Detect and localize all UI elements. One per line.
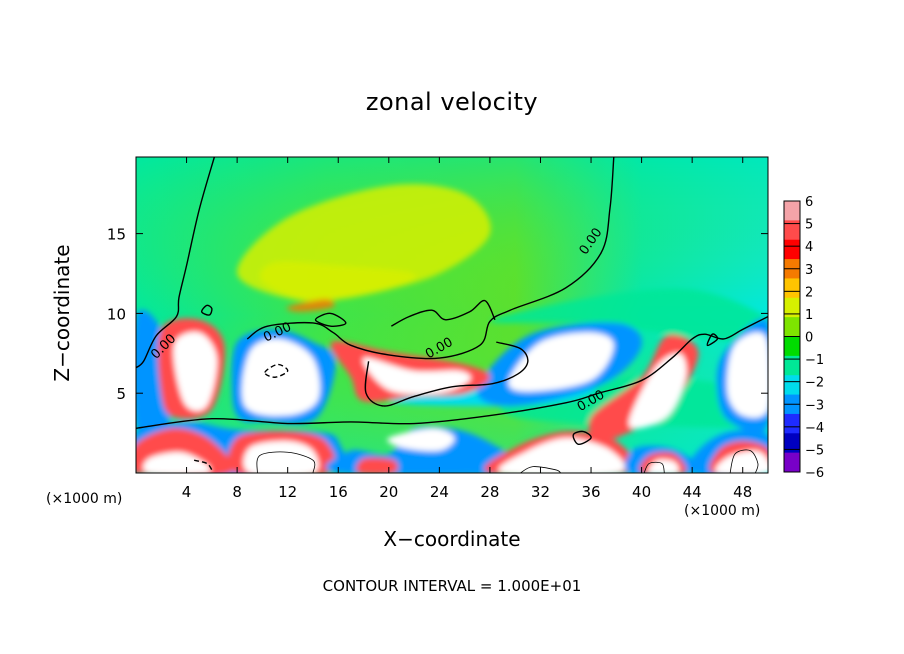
plot-frame xyxy=(135,156,769,474)
contour-line-6 xyxy=(136,315,768,430)
x-tick-label: 8 xyxy=(232,483,242,501)
colorbar-label: −5 xyxy=(805,443,824,458)
contour-interval-note: CONTOUR INTERVAL = 1.000E+01 xyxy=(322,577,582,595)
x-tick-label: 28 xyxy=(480,483,499,501)
colorbar-label: −4 xyxy=(805,421,824,436)
color-region-16 xyxy=(241,338,320,416)
x-unit-right: (×1000 m) xyxy=(684,503,761,519)
colorbar-label: −2 xyxy=(805,376,824,391)
color-region-1 xyxy=(259,261,417,301)
colorbar-swatch xyxy=(784,413,800,434)
contour-line-10 xyxy=(193,459,213,471)
contour-line-1 xyxy=(246,157,615,360)
x-tick-label: 40 xyxy=(632,483,651,501)
contour-line-0 xyxy=(136,157,216,369)
contour-line-13 xyxy=(643,461,665,473)
color-region-7 xyxy=(508,332,614,392)
x-axis-label: X−coordinate xyxy=(383,527,521,551)
contour-line-3 xyxy=(390,299,496,327)
x-tick-label: 36 xyxy=(581,483,600,501)
color-region-28 xyxy=(498,437,625,473)
x-tick-label: 16 xyxy=(329,483,348,501)
contour-line-14 xyxy=(729,449,759,473)
colorbar-label: −3 xyxy=(805,398,824,413)
contour-line-7 xyxy=(572,430,592,445)
colorbar-label: −1 xyxy=(805,353,824,368)
colorbar-swatch xyxy=(784,452,800,473)
color-region-23 xyxy=(143,452,211,473)
colorbar-swatch xyxy=(784,239,800,260)
colorbar-label: 2 xyxy=(805,285,813,300)
color-region-25 xyxy=(356,457,398,473)
colorbar-swatch xyxy=(784,220,800,241)
contour-line-8 xyxy=(706,333,719,347)
colorbar-label: −6 xyxy=(805,466,824,481)
y-tick-label: 15 xyxy=(107,226,126,244)
colorbar-label: 5 xyxy=(805,218,813,233)
y-axis-label: Z−coordinate xyxy=(50,244,74,382)
colorbar: 6 5 4 3 2 1 0 −1 −2 −3 −4 −5 −6 xyxy=(783,195,824,481)
colorbar-label: 0 xyxy=(805,331,813,346)
y-tick-label: 10 xyxy=(107,305,126,323)
color-region-18 xyxy=(362,357,471,395)
color-region-2 xyxy=(286,299,335,312)
x-tick-label: 32 xyxy=(531,483,550,501)
x-tick-label: 20 xyxy=(379,483,398,501)
contour-line-2 xyxy=(364,341,529,407)
color-region-22 xyxy=(243,440,319,473)
color-region-3 xyxy=(489,288,768,343)
x-tick-label: 24 xyxy=(430,483,449,501)
colorbar-label: 6 xyxy=(805,195,813,210)
x-unit-left: (×1000 m) xyxy=(46,491,123,507)
color-region-9 xyxy=(628,353,687,429)
x-tick-label: 12 xyxy=(278,483,297,501)
colorbar-swatch xyxy=(784,278,800,299)
colorbar-label: 1 xyxy=(805,308,813,323)
colorbar-label: 3 xyxy=(805,263,813,278)
colorbar-swatch xyxy=(784,201,800,221)
colorbar-swatch xyxy=(784,297,800,318)
x-tick-label: 4 xyxy=(182,483,192,501)
colorbar-swatch xyxy=(784,355,800,376)
contour-line-11 xyxy=(256,451,316,473)
chart-title: zonal velocity xyxy=(365,88,539,116)
color-region-11 xyxy=(726,332,768,418)
color-region-26 xyxy=(387,428,455,452)
colorbar-swatch xyxy=(784,433,800,454)
y-tick-label: 5 xyxy=(116,385,126,403)
contour-line-5 xyxy=(201,304,213,316)
contour-line-4 xyxy=(314,312,347,327)
colorbar-swatch xyxy=(784,336,800,357)
contour-line-12 xyxy=(520,466,561,473)
colorbar-label: 4 xyxy=(805,240,813,255)
colorbar-swatch xyxy=(784,375,800,396)
x-tick-label: 48 xyxy=(733,483,752,501)
contour-line-9 xyxy=(264,363,289,378)
color-region-14 xyxy=(173,331,218,412)
x-tick-label: 44 xyxy=(683,483,702,501)
colorbar-swatch xyxy=(784,317,800,337)
